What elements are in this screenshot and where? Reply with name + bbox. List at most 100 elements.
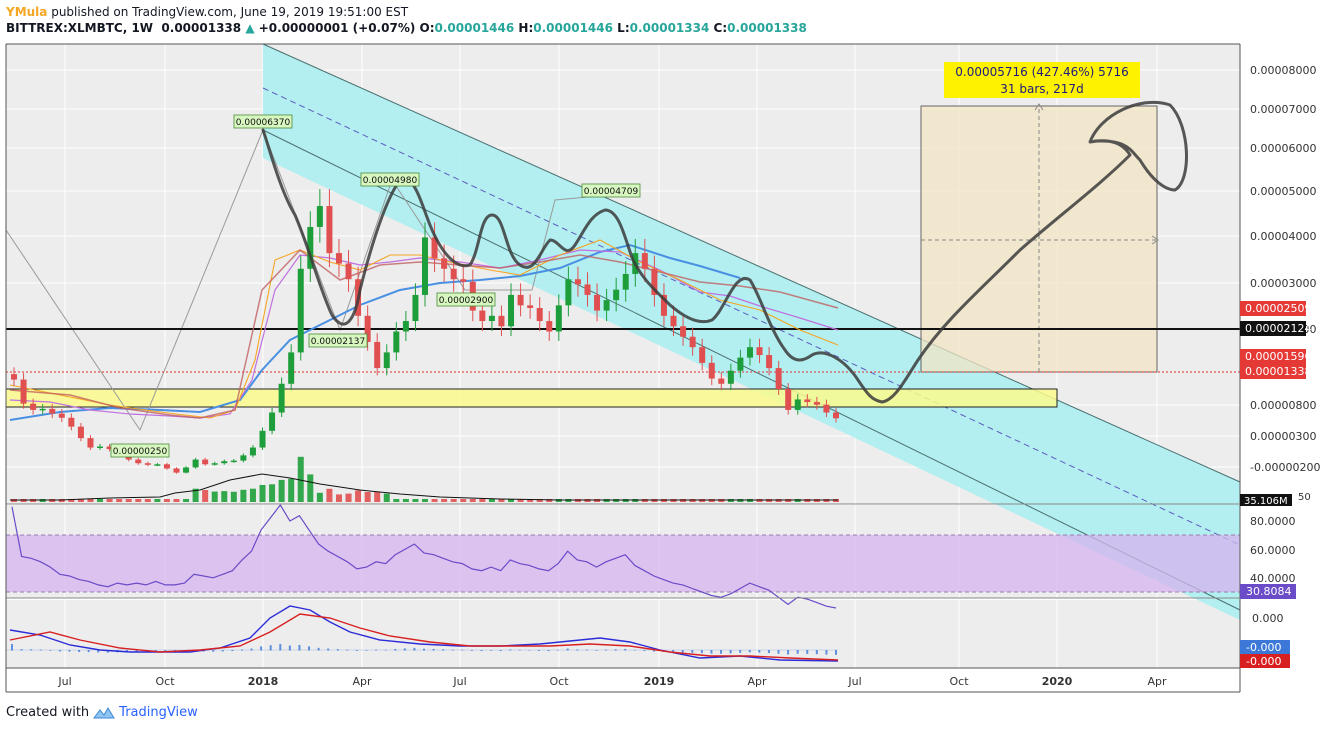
- macd-hist-bar: [739, 650, 742, 653]
- annotation-swing-low-1: 0.00002137: [308, 333, 368, 348]
- candle-body: [39, 408, 46, 411]
- ohlc-line: BITTREX:XLMBTC, 1W 0.00001338 ▲ +0.00000…: [6, 20, 807, 36]
- macd-hist-bar: [652, 650, 655, 652]
- macd-hist-bar: [614, 649, 617, 651]
- macd-hist-bar: [605, 649, 608, 651]
- volume-bar: [135, 499, 142, 502]
- macd-hist-bar: [413, 647, 416, 651]
- candle-body: [527, 305, 534, 308]
- publisher-line: YMula published on TradingView.com, June…: [6, 4, 807, 20]
- candle-body: [211, 463, 218, 465]
- macd-hist-bar: [480, 650, 483, 652]
- volume-bar: [163, 499, 170, 502]
- macd-hist-bar: [87, 650, 90, 653]
- candle-body: [49, 408, 56, 414]
- measure-arrow-up: [1034, 103, 1044, 111]
- price-label-last: 0.00001338: [1245, 365, 1311, 378]
- volume-label-bg: [1240, 494, 1292, 506]
- candle-body: [144, 463, 151, 465]
- measure-label-box: [944, 62, 1140, 98]
- macd-hist-bar: [528, 650, 531, 651]
- candle-body: [813, 402, 820, 405]
- x-tick-label: 2020: [1042, 675, 1073, 688]
- y-tick-label: 0.00003000: [1250, 277, 1316, 290]
- candle-body: [594, 294, 601, 311]
- ma-violet: [9, 249, 839, 419]
- annotation-swing-high-2: 0.00004709: [581, 183, 641, 198]
- macd-hist-bar: [375, 649, 378, 651]
- chart-header: YMula published on TradingView.com, June…: [6, 4, 807, 36]
- price-label-last-bg: [1240, 364, 1306, 379]
- macd-hist-bar: [30, 649, 33, 651]
- symbol-label[interactable]: BITTREX:XLMBTC, 1W: [6, 21, 154, 35]
- y-tick-label: 0.00007000: [1250, 103, 1316, 116]
- x-tick-label: 2019: [644, 675, 675, 688]
- volume-bar: [613, 499, 620, 502]
- candle-body: [823, 404, 830, 413]
- volume-bar: [278, 479, 285, 502]
- macd-red-label: -0.000: [1246, 655, 1281, 668]
- macd-hist-bar: [97, 650, 100, 653]
- macd-hist-bar: [518, 649, 521, 651]
- candle-body: [498, 315, 505, 327]
- macd-hist-bar: [595, 650, 598, 651]
- macd-hist-bar: [509, 649, 512, 651]
- up-arrow-icon: ▲: [245, 21, 255, 35]
- candle-body: [508, 294, 515, 327]
- macd-hist-bar: [317, 647, 320, 651]
- macd-hist-bar: [777, 650, 780, 654]
- macd-hist-bar: [279, 643, 282, 651]
- candle-body: [135, 459, 142, 464]
- publisher-name[interactable]: YMula: [6, 5, 48, 19]
- x-tick-label: Oct: [949, 675, 969, 688]
- x-tick-label: Jul: [452, 675, 466, 688]
- volume-bar: [106, 499, 113, 502]
- rsi-tick-80: 80.0000: [1250, 515, 1296, 528]
- candle-body: [316, 206, 323, 227]
- volume-bar: [144, 499, 151, 502]
- macd-blue-label: -0.000: [1246, 641, 1281, 654]
- macd-hist-bar: [825, 650, 828, 655]
- y-tick-label: 0.00008000: [1250, 64, 1316, 77]
- macd-hist-bar: [423, 648, 425, 651]
- candle-body: [660, 294, 667, 316]
- volume-bar: [450, 499, 457, 502]
- candle-body: [402, 321, 409, 332]
- candle-body: [746, 347, 753, 358]
- macd-hist-bar: [346, 649, 349, 651]
- time-axis[interactable]: Jul Oct 2018 Apr Jul Oct 2019 Apr Jul Oct 2020 Apr: [57, 675, 1167, 688]
- candle-body: [775, 368, 782, 389]
- y-tick-label: -0.00000200: [1250, 461, 1320, 474]
- x-tick-label: Oct: [155, 675, 175, 688]
- candle-body: [173, 468, 180, 473]
- volume-bar: [297, 456, 304, 502]
- volume-bar: [345, 493, 352, 502]
- macd-hist-bar: [394, 648, 397, 651]
- volume-bar: [77, 499, 84, 502]
- last-price: 0.00001338: [161, 21, 242, 35]
- annotation-swing-low-1-text: 0.00002137: [311, 337, 365, 347]
- volume-bar: [307, 474, 314, 502]
- candle-body: [221, 461, 228, 464]
- candle-body: [488, 315, 495, 322]
- price-label-red-mid-bg: [1240, 349, 1306, 364]
- macd-hist-bar: [624, 648, 627, 651]
- volume-bar: [173, 499, 180, 502]
- candle-body: [11, 374, 17, 380]
- price-change: +0.00000001 (+0.07%): [258, 21, 416, 35]
- volume-bar: [230, 491, 237, 502]
- volume-bar: [335, 494, 342, 502]
- candle-body: [87, 438, 94, 448]
- macd-hist-bar: [327, 648, 330, 651]
- volume-bar: [154, 499, 161, 502]
- macd-hist-bar: [308, 646, 311, 651]
- annotation-swing-high-1: 0.00004980: [360, 172, 420, 187]
- footer-brand-link[interactable]: TradingView: [119, 705, 198, 720]
- low-label: L:: [617, 21, 630, 35]
- price-label-red-top: 0.00002509: [1245, 302, 1311, 315]
- macd-hist-bar: [221, 650, 224, 652]
- candle-body: [288, 352, 295, 384]
- candle-body: [154, 464, 161, 466]
- macd-hist-bar: [767, 650, 770, 654]
